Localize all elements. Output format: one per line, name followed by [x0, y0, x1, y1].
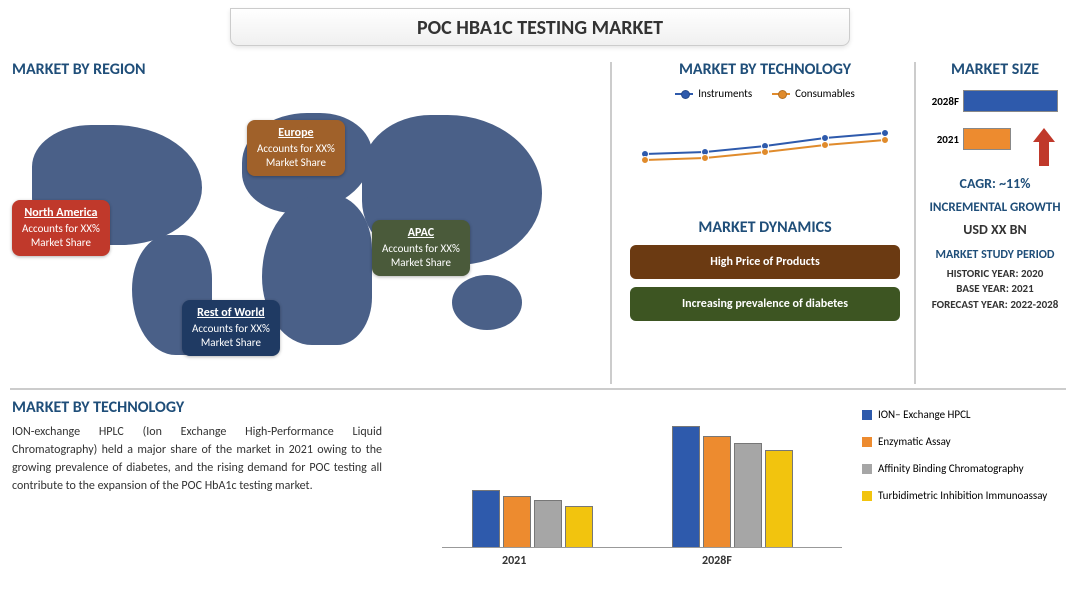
bar-legend: ION– Exchange HPCL Enzymatic Assay Affinit… [862, 408, 1072, 516]
market-by-technology-line: MARKET BY TECHNOLOGY Instruments Consumab… [620, 60, 910, 186]
legend-item: Enzymatic Assay [862, 435, 1072, 448]
region-callout: North AmericaAccounts for XX%Market Shar… [12, 200, 110, 256]
study-period-lines: HISTORIC YEAR: 2020BASE YEAR: 2021FORECA… [920, 266, 1070, 312]
line-legend: Instruments Consumables [620, 87, 910, 100]
techbar-desc: ION-exchange HPLC (Ion Exchange High-Per… [12, 423, 382, 495]
bar [503, 496, 531, 548]
line-chart-svg [630, 106, 900, 186]
msize-bar-row: 2021 [925, 127, 1065, 151]
dynamics-title: MARKET DYNAMICS [620, 218, 910, 237]
bar [703, 436, 731, 548]
horizontal-divider [10, 388, 1066, 390]
bar [672, 426, 700, 548]
msize-title: MARKET SIZE [920, 60, 1070, 79]
bar [472, 490, 500, 548]
legend-item: Consumables [772, 87, 855, 100]
techline-title: MARKET BY TECHNOLOGY [620, 60, 910, 79]
region-callout: APACAccounts for XX%Market Share [372, 220, 470, 276]
incremental-growth-title: INCREMENTAL GROWTH [920, 200, 1070, 215]
legend-item: Affinity Binding Chromatography [862, 462, 1072, 475]
baseline [442, 547, 842, 548]
vertical-divider [610, 62, 612, 384]
bar [734, 443, 762, 548]
market-by-region: MARKET BY REGION North AmericaAccounts f… [12, 60, 602, 380]
cagr-label: CAGR: ~11% [920, 175, 1070, 192]
region-callout: EuropeAccounts for XX%Market Share [247, 120, 345, 176]
incremental-growth-value: USD XX BN [920, 221, 1070, 238]
dynamics-item: Increasing prevalence of diabetes [630, 287, 900, 321]
x-axis-label: 2021 [502, 554, 526, 568]
line-chart [630, 106, 900, 186]
legend-item: Instruments [675, 87, 752, 100]
bar-chart: 2021 2028F [412, 404, 852, 574]
study-period-title: MARKET STUDY PERIOD [920, 248, 1070, 262]
x-axis-label: 2028F [702, 554, 732, 568]
bar [565, 506, 593, 548]
bar-group [472, 490, 593, 548]
market-dynamics: MARKET DYNAMICS High Price of Products In… [620, 218, 910, 329]
world-map: North AmericaAccounts for XX%Market Shar… [12, 85, 572, 365]
region-callout: Rest of WorldAccounts for XX%Market Shar… [182, 300, 280, 356]
page-title: POC HBA1C TESTING MARKET [230, 8, 850, 46]
bar [765, 450, 793, 548]
msize-chart: 2028F 2021 [925, 83, 1065, 173]
bar-group [672, 426, 793, 548]
legend-item: ION– Exchange HPCL [862, 408, 1072, 421]
landmass [452, 275, 522, 330]
dynamics-item: High Price of Products [630, 245, 900, 279]
legend-item: Turbidimetric Inhibition Immunoassay [862, 489, 1072, 502]
vertical-divider [914, 62, 916, 384]
market-by-technology-bar: MARKET BY TECHNOLOGY ION-exchange HPLC (… [12, 398, 1068, 495]
region-title: MARKET BY REGION [12, 60, 602, 79]
bar [534, 500, 562, 548]
msize-bar-row: 2028F [925, 89, 1065, 113]
market-size: MARKET SIZE 2028F 2021 CAGR: ~11% INCREME… [920, 60, 1070, 312]
